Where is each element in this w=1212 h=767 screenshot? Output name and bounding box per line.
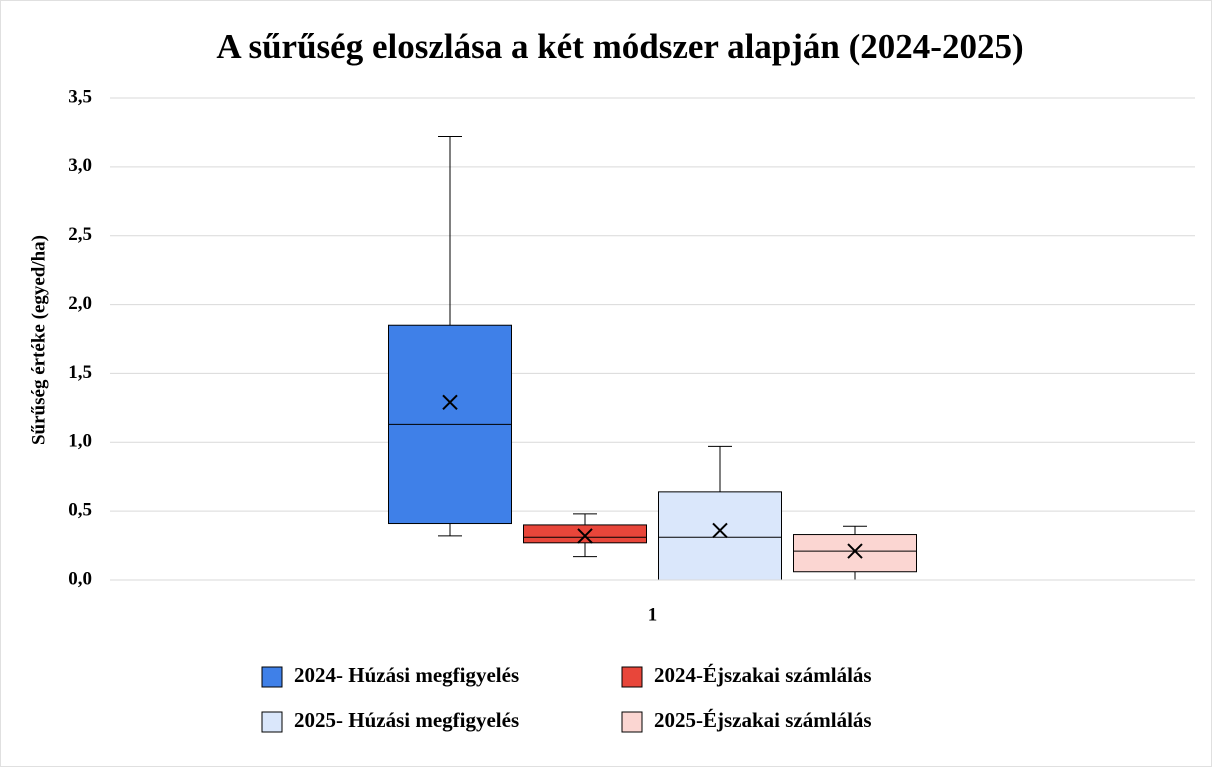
mean-marker bbox=[577, 528, 593, 544]
legend-swatch bbox=[621, 711, 643, 733]
legend-label: 2024- Húzási megfigyelés bbox=[294, 663, 519, 687]
x-tick-label: 1 bbox=[648, 604, 658, 625]
box bbox=[793, 534, 917, 573]
box bbox=[658, 491, 782, 581]
box bbox=[523, 524, 647, 544]
legend-swatch bbox=[621, 666, 643, 688]
legend-swatch bbox=[261, 711, 283, 733]
y-tick-label: 1,5 bbox=[68, 362, 92, 383]
legend-swatch bbox=[261, 666, 283, 688]
y-tick-label: 2,0 bbox=[68, 293, 92, 314]
legend-label: 2024-Éjszakai számlálás bbox=[654, 663, 872, 687]
y-tick-label: 3,5 bbox=[68, 86, 92, 107]
legend-label: 2025-Éjszakai számlálás bbox=[654, 708, 872, 732]
y-tick-label: 3,0 bbox=[68, 155, 92, 176]
chart-title: A sűrűség eloszlása a két módszer alapjá… bbox=[216, 27, 1023, 66]
y-tick-label: 1,0 bbox=[68, 431, 92, 452]
mean-marker bbox=[712, 522, 728, 539]
mean-marker bbox=[847, 543, 863, 559]
y-tick-label: 0,5 bbox=[68, 500, 92, 521]
y-tick-label: 2,5 bbox=[68, 224, 92, 245]
legend-label: 2025- Húzási megfigyelés bbox=[294, 708, 519, 732]
y-axis-label: Sűrűség értéke (egyed/ha) bbox=[28, 235, 49, 445]
mean-marker bbox=[442, 394, 458, 411]
y-tick-label: 0,0 bbox=[68, 568, 92, 589]
